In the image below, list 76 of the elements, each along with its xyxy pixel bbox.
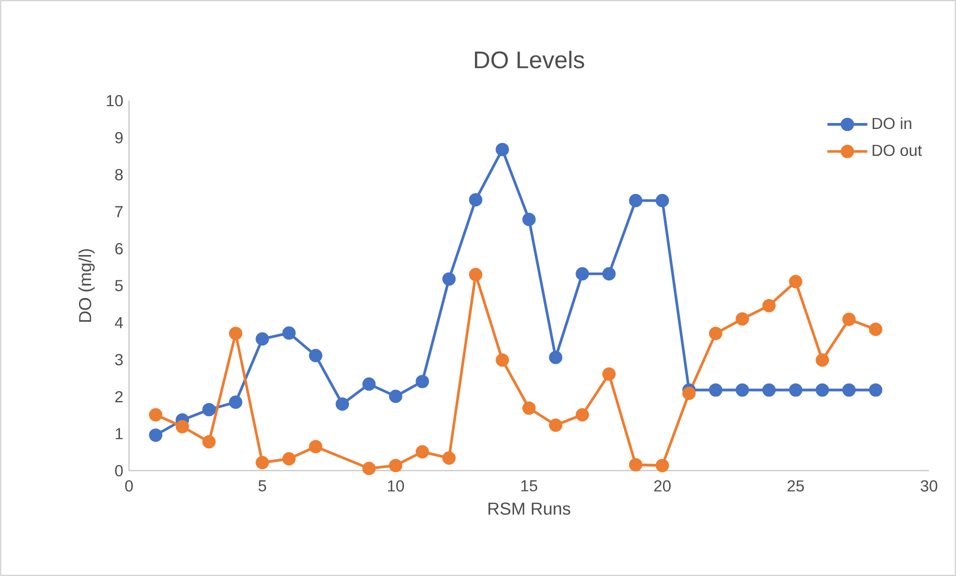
point <box>709 383 722 397</box>
point <box>309 440 322 454</box>
point <box>362 462 376 476</box>
y-tick-label: 7 <box>115 206 123 218</box>
point <box>736 312 750 326</box>
y-tick-label: 0 <box>115 465 123 476</box>
x-axis-title: RSM Runs <box>488 502 570 515</box>
y-tick-label: 1 <box>116 428 123 440</box>
point <box>176 420 190 434</box>
point <box>389 458 402 472</box>
x-tick-label: 30 <box>920 480 938 492</box>
point <box>576 267 590 280</box>
point <box>842 312 856 326</box>
point <box>522 212 536 226</box>
point <box>282 452 296 466</box>
point <box>789 383 802 397</box>
point <box>762 298 776 312</box>
point <box>816 353 830 367</box>
x-tick-label: 15 <box>521 480 538 492</box>
point <box>256 456 270 470</box>
point <box>469 193 482 206</box>
point <box>362 377 376 391</box>
point <box>549 350 562 364</box>
point <box>709 326 722 340</box>
x-tick-label: 20 <box>654 480 671 492</box>
y-axis-title: DO (mg/l) <box>78 249 95 322</box>
y-tick-label: 8 <box>115 169 123 180</box>
point <box>682 386 696 400</box>
point <box>656 194 670 208</box>
point <box>816 383 830 397</box>
point <box>576 408 590 422</box>
point <box>736 383 750 397</box>
point <box>469 268 482 282</box>
legend-label: DO out <box>872 144 922 156</box>
point <box>389 390 402 403</box>
point <box>149 428 162 442</box>
y-tick-label: 3 <box>115 354 123 366</box>
x-tick-label: 0 <box>125 480 133 492</box>
chart-title: DO Levels <box>474 50 584 68</box>
point <box>762 383 776 397</box>
point <box>202 435 216 448</box>
y-tick-label: 6 <box>115 243 123 254</box>
x-tick-label: 10 <box>388 480 404 492</box>
point <box>602 367 616 381</box>
point <box>602 267 616 280</box>
point <box>416 374 430 388</box>
point <box>282 326 296 340</box>
point <box>522 401 536 415</box>
y-tick-label: 2 <box>115 391 123 402</box>
point <box>202 402 216 416</box>
point <box>869 383 882 397</box>
point <box>336 397 350 411</box>
point <box>869 322 882 336</box>
legend-label: DO in <box>872 117 912 130</box>
point <box>309 348 322 362</box>
point <box>256 332 270 346</box>
point <box>416 445 430 458</box>
y-tick-label: 5 <box>115 280 123 292</box>
point <box>629 194 642 208</box>
x-tick-label: 25 <box>788 480 804 492</box>
point <box>229 396 242 409</box>
point <box>496 353 510 367</box>
y-tick-label: 4 <box>114 317 123 328</box>
y-tick-label: 9 <box>115 132 123 144</box>
x-tick-label: 5 <box>258 480 266 492</box>
point <box>149 408 162 422</box>
point <box>229 326 242 340</box>
point <box>842 383 856 397</box>
point <box>496 142 510 156</box>
point <box>442 272 456 286</box>
point <box>442 451 456 465</box>
point <box>549 418 562 432</box>
point <box>789 274 802 288</box>
point <box>656 458 670 472</box>
y-tick-label: 10 <box>106 95 123 106</box>
point <box>629 458 642 472</box>
